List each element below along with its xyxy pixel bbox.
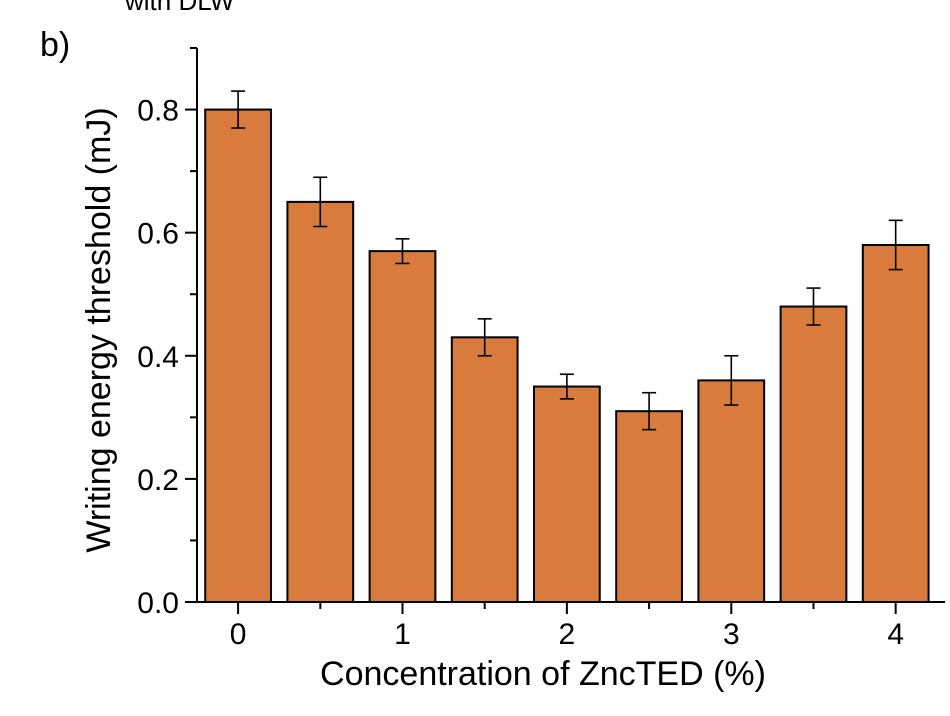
y-tick-label: 0.4 [137,341,179,374]
x-tick-label: 4 [887,618,904,651]
panel-label: b) [40,26,71,64]
y-axis-label: Writing energy threshold (mJ) [80,107,118,552]
error-bar [395,238,410,265]
bar [450,336,519,603]
error-bar [724,354,739,406]
y-ticks-group: 0.0 0.2 0.4 0.6 0.8 [137,47,197,620]
bar [615,410,683,603]
clipped-top-text: with DLW [125,0,235,16]
error-bar [806,287,821,326]
error-bar [888,219,903,271]
bar [368,250,437,603]
y-tick-label: 0.0 [137,587,179,620]
error-bar [559,373,574,400]
x-tick-label: 1 [394,618,411,651]
error-bar [231,90,246,129]
bar [779,305,848,603]
y-tick-label: 0.2 [137,464,179,497]
bar [204,108,272,604]
bar [697,379,766,603]
x-tick-label: 3 [723,618,740,651]
bars-group [204,108,930,604]
x-tick-label: 0 [230,618,247,651]
bar [533,385,601,603]
error-bars-group [231,90,903,431]
x-axis-label: Concentration of ZncTED (%) [320,655,766,693]
y-tick-label: 0.8 [137,95,179,128]
bar [861,243,930,603]
error-bar [477,318,492,357]
error-bar [313,176,328,228]
x-ticks-group: 0 1 2 3 4 [230,602,904,651]
bar [286,200,355,603]
error-bar [642,391,657,431]
y-tick-label: 0.6 [137,218,179,251]
x-tick-label: 2 [559,618,576,651]
